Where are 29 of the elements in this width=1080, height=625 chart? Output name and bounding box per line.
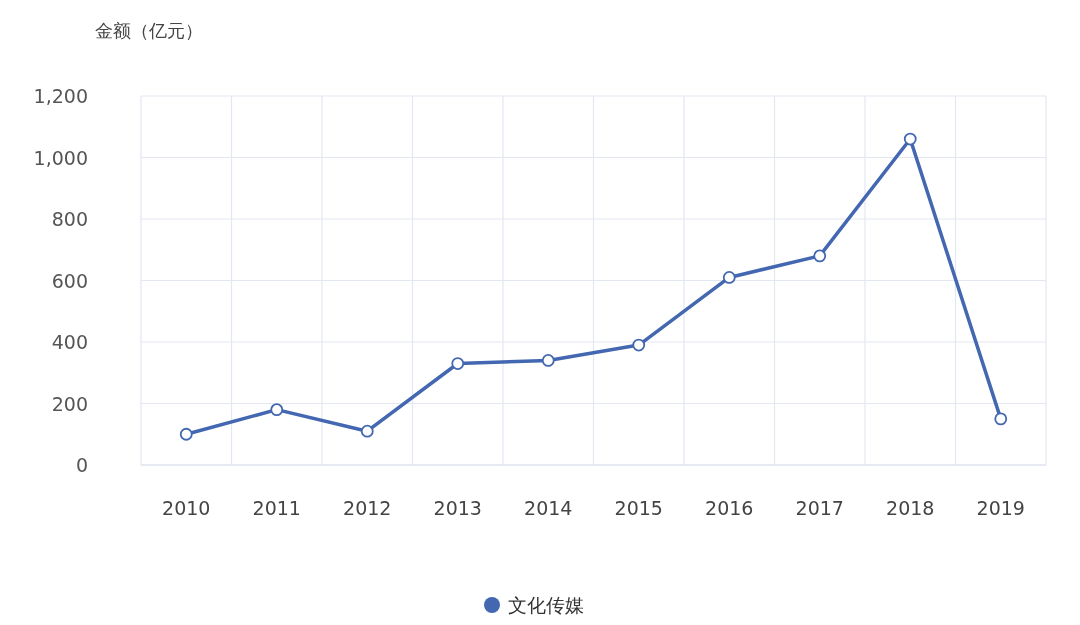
x-tick-label: 2011 bbox=[252, 497, 301, 519]
point bbox=[179, 427, 193, 441]
x-tick-label: 2016 bbox=[705, 497, 754, 519]
x-tick-label: 2012 bbox=[343, 497, 392, 519]
y-tick-label: 200 bbox=[51, 392, 88, 415]
point bbox=[270, 403, 284, 417]
y-tick-label: 1,000 bbox=[33, 146, 88, 169]
x-tick-label: 2010 bbox=[162, 497, 211, 519]
y-tick-label: 1,200 bbox=[33, 85, 88, 107]
x-tick-label: 2015 bbox=[614, 497, 663, 519]
point bbox=[451, 357, 465, 370]
y-tick-label: 0 bbox=[75, 454, 88, 476]
y-tick-label: 400 bbox=[51, 331, 88, 353]
point bbox=[360, 424, 374, 438]
point bbox=[813, 249, 827, 263]
point bbox=[994, 412, 1008, 426]
point bbox=[541, 354, 555, 367]
x-tick-label: 2018 bbox=[886, 497, 935, 519]
y-tick-label: 600 bbox=[51, 269, 88, 292]
x-tick-label: 2017 bbox=[795, 497, 844, 519]
point bbox=[632, 338, 646, 352]
point bbox=[722, 271, 736, 284]
y-axis-title: 金额（亿元） bbox=[95, 20, 203, 41]
y-tick-label: 800 bbox=[51, 208, 88, 230]
x-tick-label: 2013 bbox=[433, 497, 482, 519]
point bbox=[903, 132, 917, 146]
x-tick-label: 2019 bbox=[976, 497, 1025, 519]
x-tick-label: 2014 bbox=[524, 497, 573, 519]
legend-label: 文化传媒 bbox=[508, 594, 584, 616]
